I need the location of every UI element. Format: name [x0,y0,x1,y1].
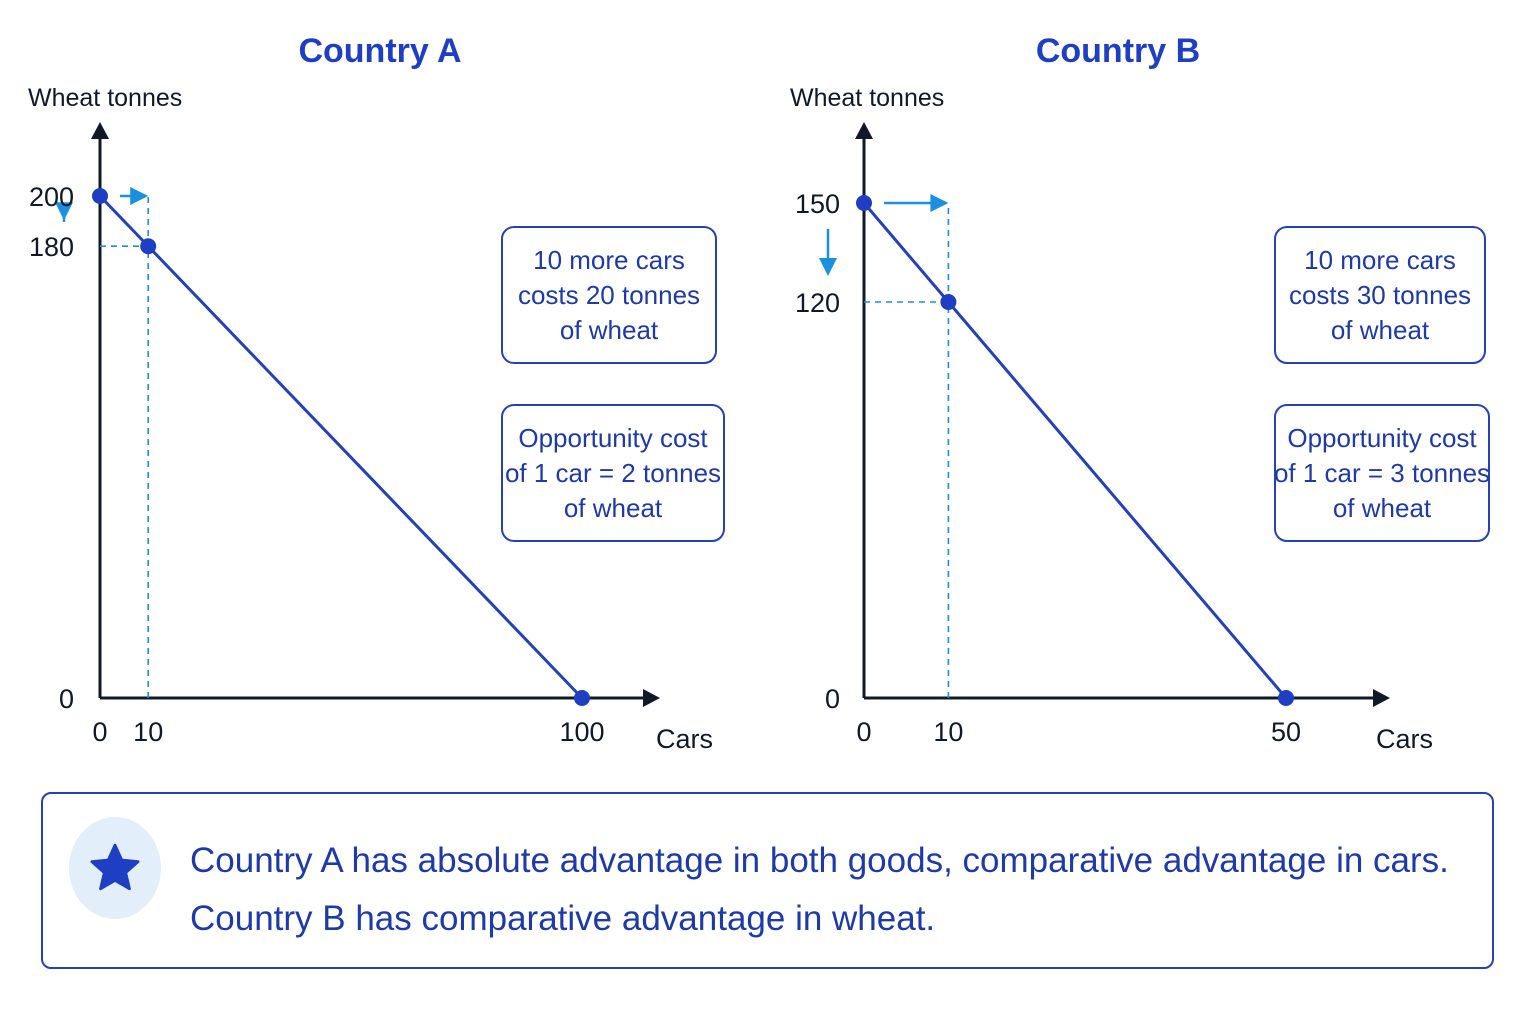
ppf-line [862,202,1288,699]
note-line: Opportunity cost [518,423,708,453]
note-line: of wheat [1333,493,1432,523]
note-line: of wheat [1331,315,1430,345]
down-arrow-head [55,202,73,221]
right-arrow-head [130,187,149,205]
y-tick-label: 150 [795,189,840,219]
data-point-0 [856,195,872,211]
x-axis-label: Cars [656,724,713,754]
note-box-border [501,226,717,364]
x-tick-label: 100 [559,717,604,747]
data-point-1 [140,238,157,255]
x-tick-label: 10 [933,717,963,747]
note-line: of 1 car = 2 tonnes [505,458,721,488]
data-point-2 [574,690,590,706]
note-line: of wheat [564,493,663,523]
y-tick-label: 200 [29,182,74,212]
data-point-2 [1278,690,1294,706]
note-line: 10 more cars [533,245,685,275]
right-arrow-head [930,194,949,212]
note-line: Opportunity cost [1287,423,1477,453]
note-line: 10 more cars [1304,245,1456,275]
down-arrow-head [819,258,837,276]
y-axis-arrowhead [855,122,873,139]
y-axis-label: Wheat tonnes [790,84,944,112]
summary-box: Country A has absolute advantage in both… [41,792,1494,969]
y-axis-label: Wheat tonnes [28,84,182,112]
note-box-border [1274,226,1486,364]
data-point-1 [940,294,957,310]
star-icon [90,843,140,891]
note-line: of 1 car = 3 tonnes [1274,458,1490,488]
x-axis-arrowhead [643,689,660,707]
note-line: costs 30 tonnes [1289,280,1471,310]
opportunity-cost-box: Opportunity cost of 1 car = 3 tonnes of wh… [1274,404,1490,542]
y-tick-label: 120 [795,288,840,318]
chart-panel-b: Country B Wheat tonnes Cars 150 120 00 10 50 10 … [790,32,1490,754]
star-badge [69,817,161,919]
note-line: costs 20 tonnes [518,280,700,310]
x-tick-label: 0 [856,717,871,747]
summary-line-1: Country A has absolute advantage in both… [190,841,1449,880]
x-tick-label: 0 [92,717,107,747]
y-tick-label: 0 [59,684,74,714]
cost-note-box: 10 more cars costs 30 tonnes of wheat [1274,226,1486,364]
chart-panel-a: Country A Wheat tonnes Cars 200 180 00 10 100 10… [28,32,725,754]
note-line: of wheat [560,315,659,345]
note-box-border [1274,404,1490,542]
x-tick-label: 10 [133,717,163,747]
y-tick-label: 180 [29,232,74,262]
chart-title: Country B [1036,32,1200,70]
opportunity-cost-box: Opportunity cost of 1 car = 2 tonnes of wh… [501,404,725,542]
chart-title: Country A [298,32,461,70]
x-tick-label: 50 [1271,717,1301,747]
note-box-border [501,404,725,542]
cost-note-box: 10 more cars costs 20 tonnes of wheat [501,226,717,364]
summary-line-2: Country B has comparative advantage in w… [190,899,936,938]
x-axis-label: Cars [1376,724,1433,754]
y-axis-arrowhead [91,122,109,139]
data-point-0 [92,188,108,204]
y-tick-label: 0 [825,684,840,714]
x-axis-arrowhead [1373,689,1390,707]
